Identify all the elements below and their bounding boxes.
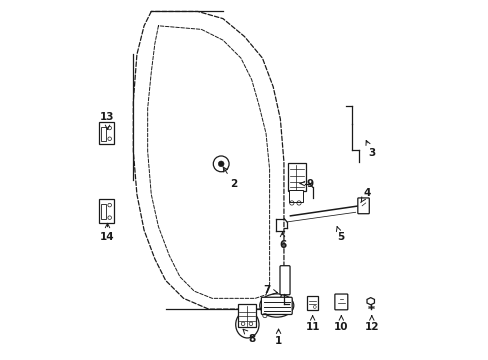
Text: 11: 11 [305,316,319,332]
Text: 2: 2 [223,167,237,189]
FancyBboxPatch shape [237,305,256,327]
Text: 3: 3 [365,140,375,158]
Text: 7: 7 [263,285,277,296]
Text: 4: 4 [360,188,370,203]
Text: 10: 10 [333,316,348,332]
Text: 6: 6 [278,232,285,250]
FancyBboxPatch shape [287,163,305,192]
Text: 13: 13 [100,112,115,130]
Text: 5: 5 [336,226,344,242]
FancyBboxPatch shape [306,296,317,310]
FancyBboxPatch shape [99,199,113,224]
FancyBboxPatch shape [261,297,292,315]
Text: 12: 12 [364,316,378,332]
Circle shape [218,161,224,167]
FancyBboxPatch shape [357,198,368,214]
Text: 9: 9 [300,179,313,189]
Text: 8: 8 [243,329,255,343]
FancyBboxPatch shape [101,204,105,219]
FancyBboxPatch shape [280,266,289,295]
Text: 14: 14 [100,223,115,242]
FancyBboxPatch shape [334,294,347,310]
FancyBboxPatch shape [99,122,113,144]
Text: 1: 1 [274,329,282,346]
FancyBboxPatch shape [101,127,105,141]
FancyBboxPatch shape [288,190,303,202]
